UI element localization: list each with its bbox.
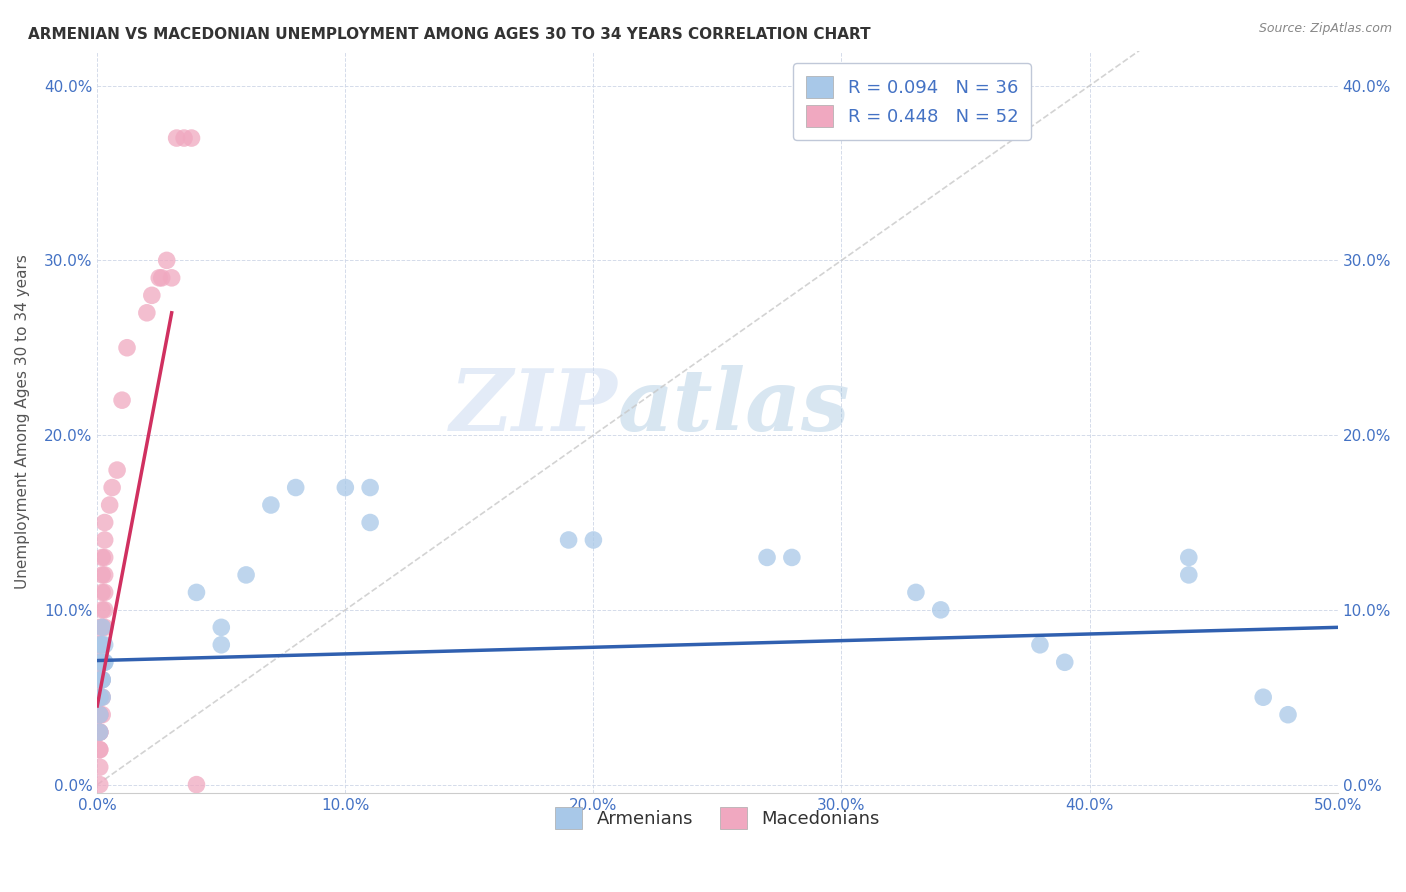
- Point: [89, 690, 111, 705]
- Point: [93, 568, 115, 582]
- Point: [335, 481, 357, 495]
- Point: [1029, 638, 1052, 652]
- Point: [89, 655, 111, 669]
- Point: [93, 550, 115, 565]
- Point: [91, 673, 114, 687]
- Point: [89, 638, 111, 652]
- Point: [904, 585, 927, 599]
- Point: [141, 288, 163, 302]
- Point: [173, 131, 195, 145]
- Point: [89, 707, 111, 722]
- Point: [115, 341, 138, 355]
- Point: [1251, 690, 1274, 705]
- Point: [89, 690, 111, 705]
- Point: [582, 533, 605, 547]
- Point: [91, 603, 114, 617]
- Point: [89, 725, 111, 739]
- Point: [89, 725, 111, 739]
- Point: [209, 638, 232, 652]
- Point: [89, 742, 111, 756]
- Point: [91, 673, 114, 687]
- Text: atlas: atlas: [619, 366, 851, 449]
- Point: [91, 585, 114, 599]
- Point: [284, 481, 307, 495]
- Point: [93, 585, 115, 599]
- Point: [101, 481, 124, 495]
- Point: [89, 707, 111, 722]
- Point: [89, 778, 111, 792]
- Point: [91, 690, 114, 705]
- Point: [91, 655, 114, 669]
- Point: [91, 550, 114, 565]
- Point: [91, 655, 114, 669]
- Point: [91, 620, 114, 634]
- Point: [89, 673, 111, 687]
- Point: [89, 655, 111, 669]
- Point: [89, 725, 111, 739]
- Point: [98, 498, 121, 512]
- Point: [89, 742, 111, 756]
- Point: [105, 463, 128, 477]
- Point: [260, 498, 283, 512]
- Point: [235, 568, 257, 582]
- Point: [91, 638, 114, 652]
- Point: [1277, 707, 1299, 722]
- Text: ARMENIAN VS MACEDONIAN UNEMPLOYMENT AMONG AGES 30 TO 34 YEARS CORRELATION CHART: ARMENIAN VS MACEDONIAN UNEMPLOYMENT AMON…: [28, 27, 870, 42]
- Point: [93, 516, 115, 530]
- Point: [557, 533, 579, 547]
- Point: [929, 603, 952, 617]
- Text: ZIP: ZIP: [450, 366, 619, 449]
- Point: [89, 620, 111, 634]
- Point: [89, 638, 111, 652]
- Point: [780, 550, 803, 565]
- Point: [186, 585, 208, 599]
- Point: [111, 393, 134, 408]
- Point: [89, 707, 111, 722]
- Point: [89, 673, 111, 687]
- Point: [93, 655, 115, 669]
- Point: [160, 270, 183, 285]
- Point: [1178, 550, 1201, 565]
- Point: [1178, 568, 1201, 582]
- Point: [148, 270, 170, 285]
- Point: [93, 533, 115, 547]
- Point: [89, 707, 111, 722]
- Point: [135, 306, 157, 320]
- Point: [93, 655, 115, 669]
- Point: [209, 620, 232, 634]
- Point: [89, 760, 111, 774]
- Point: [91, 673, 114, 687]
- Point: [89, 655, 111, 669]
- Point: [89, 690, 111, 705]
- Point: [89, 673, 111, 687]
- Point: [89, 638, 111, 652]
- Point: [359, 516, 381, 530]
- Text: Source: ZipAtlas.com: Source: ZipAtlas.com: [1258, 22, 1392, 36]
- Point: [1053, 655, 1076, 669]
- Point: [93, 620, 115, 634]
- Point: [89, 690, 111, 705]
- Point: [180, 131, 202, 145]
- Point: [359, 481, 381, 495]
- Point: [93, 603, 115, 617]
- Point: [150, 270, 173, 285]
- Point: [156, 253, 179, 268]
- Point: [91, 690, 114, 705]
- Point: [93, 638, 115, 652]
- Legend: Armenians, Macedonians: Armenians, Macedonians: [548, 800, 887, 837]
- Point: [756, 550, 779, 565]
- Point: [91, 620, 114, 634]
- Point: [91, 707, 114, 722]
- Point: [91, 638, 114, 652]
- Point: [166, 131, 188, 145]
- Y-axis label: Unemployment Among Ages 30 to 34 years: Unemployment Among Ages 30 to 34 years: [15, 254, 30, 590]
- Point: [89, 725, 111, 739]
- Point: [91, 568, 114, 582]
- Point: [186, 778, 208, 792]
